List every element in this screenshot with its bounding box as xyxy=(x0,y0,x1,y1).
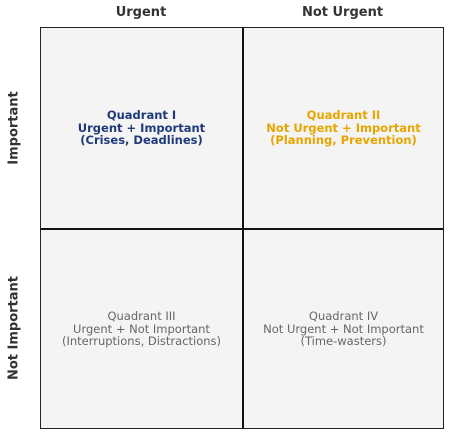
quadrant-1-title: Quadrant I xyxy=(106,108,177,123)
quadrant-1-examples: (Crises, Deadlines) xyxy=(80,133,203,148)
column-header-not-urgent: Not Urgent xyxy=(301,5,384,20)
row-header-important: Important xyxy=(6,91,22,165)
quadrant-1: Quadrant I Urgent + Important (Crises, D… xyxy=(41,28,242,228)
quadrant-4-examples: (Time-wasters) xyxy=(300,334,387,349)
eisenhower-matrix: Quadrant I Urgent + Important (Crises, D… xyxy=(40,27,444,429)
quadrant-4-category: Not Urgent + Not Important xyxy=(263,321,424,336)
quadrant-1-category: Urgent + Important xyxy=(77,120,206,135)
quadrant-3-examples: (Interruptions, Distractions) xyxy=(61,334,222,349)
quadrant-3: Quadrant III Urgent + Not Important (Int… xyxy=(41,229,242,429)
row-header-not-important: Not Important xyxy=(6,275,22,381)
quadrant-2-examples: (Planning, Prevention) xyxy=(270,133,417,148)
quadrant-2-category: Not Urgent + Important xyxy=(266,120,421,135)
quadrant-3-title: Quadrant III xyxy=(107,309,176,324)
horizontal-divider xyxy=(41,228,443,230)
quadrant-2-title: Quadrant II xyxy=(306,108,381,123)
quadrant-4: Quadrant IV Not Urgent + Not Important (… xyxy=(243,229,444,429)
quadrant-2: Quadrant II Not Urgent + Important (Plan… xyxy=(243,28,444,228)
quadrant-3-category: Urgent + Not Important xyxy=(73,321,210,336)
quadrant-4-title: Quadrant IV xyxy=(308,309,379,324)
column-header-urgent: Urgent xyxy=(115,5,167,20)
